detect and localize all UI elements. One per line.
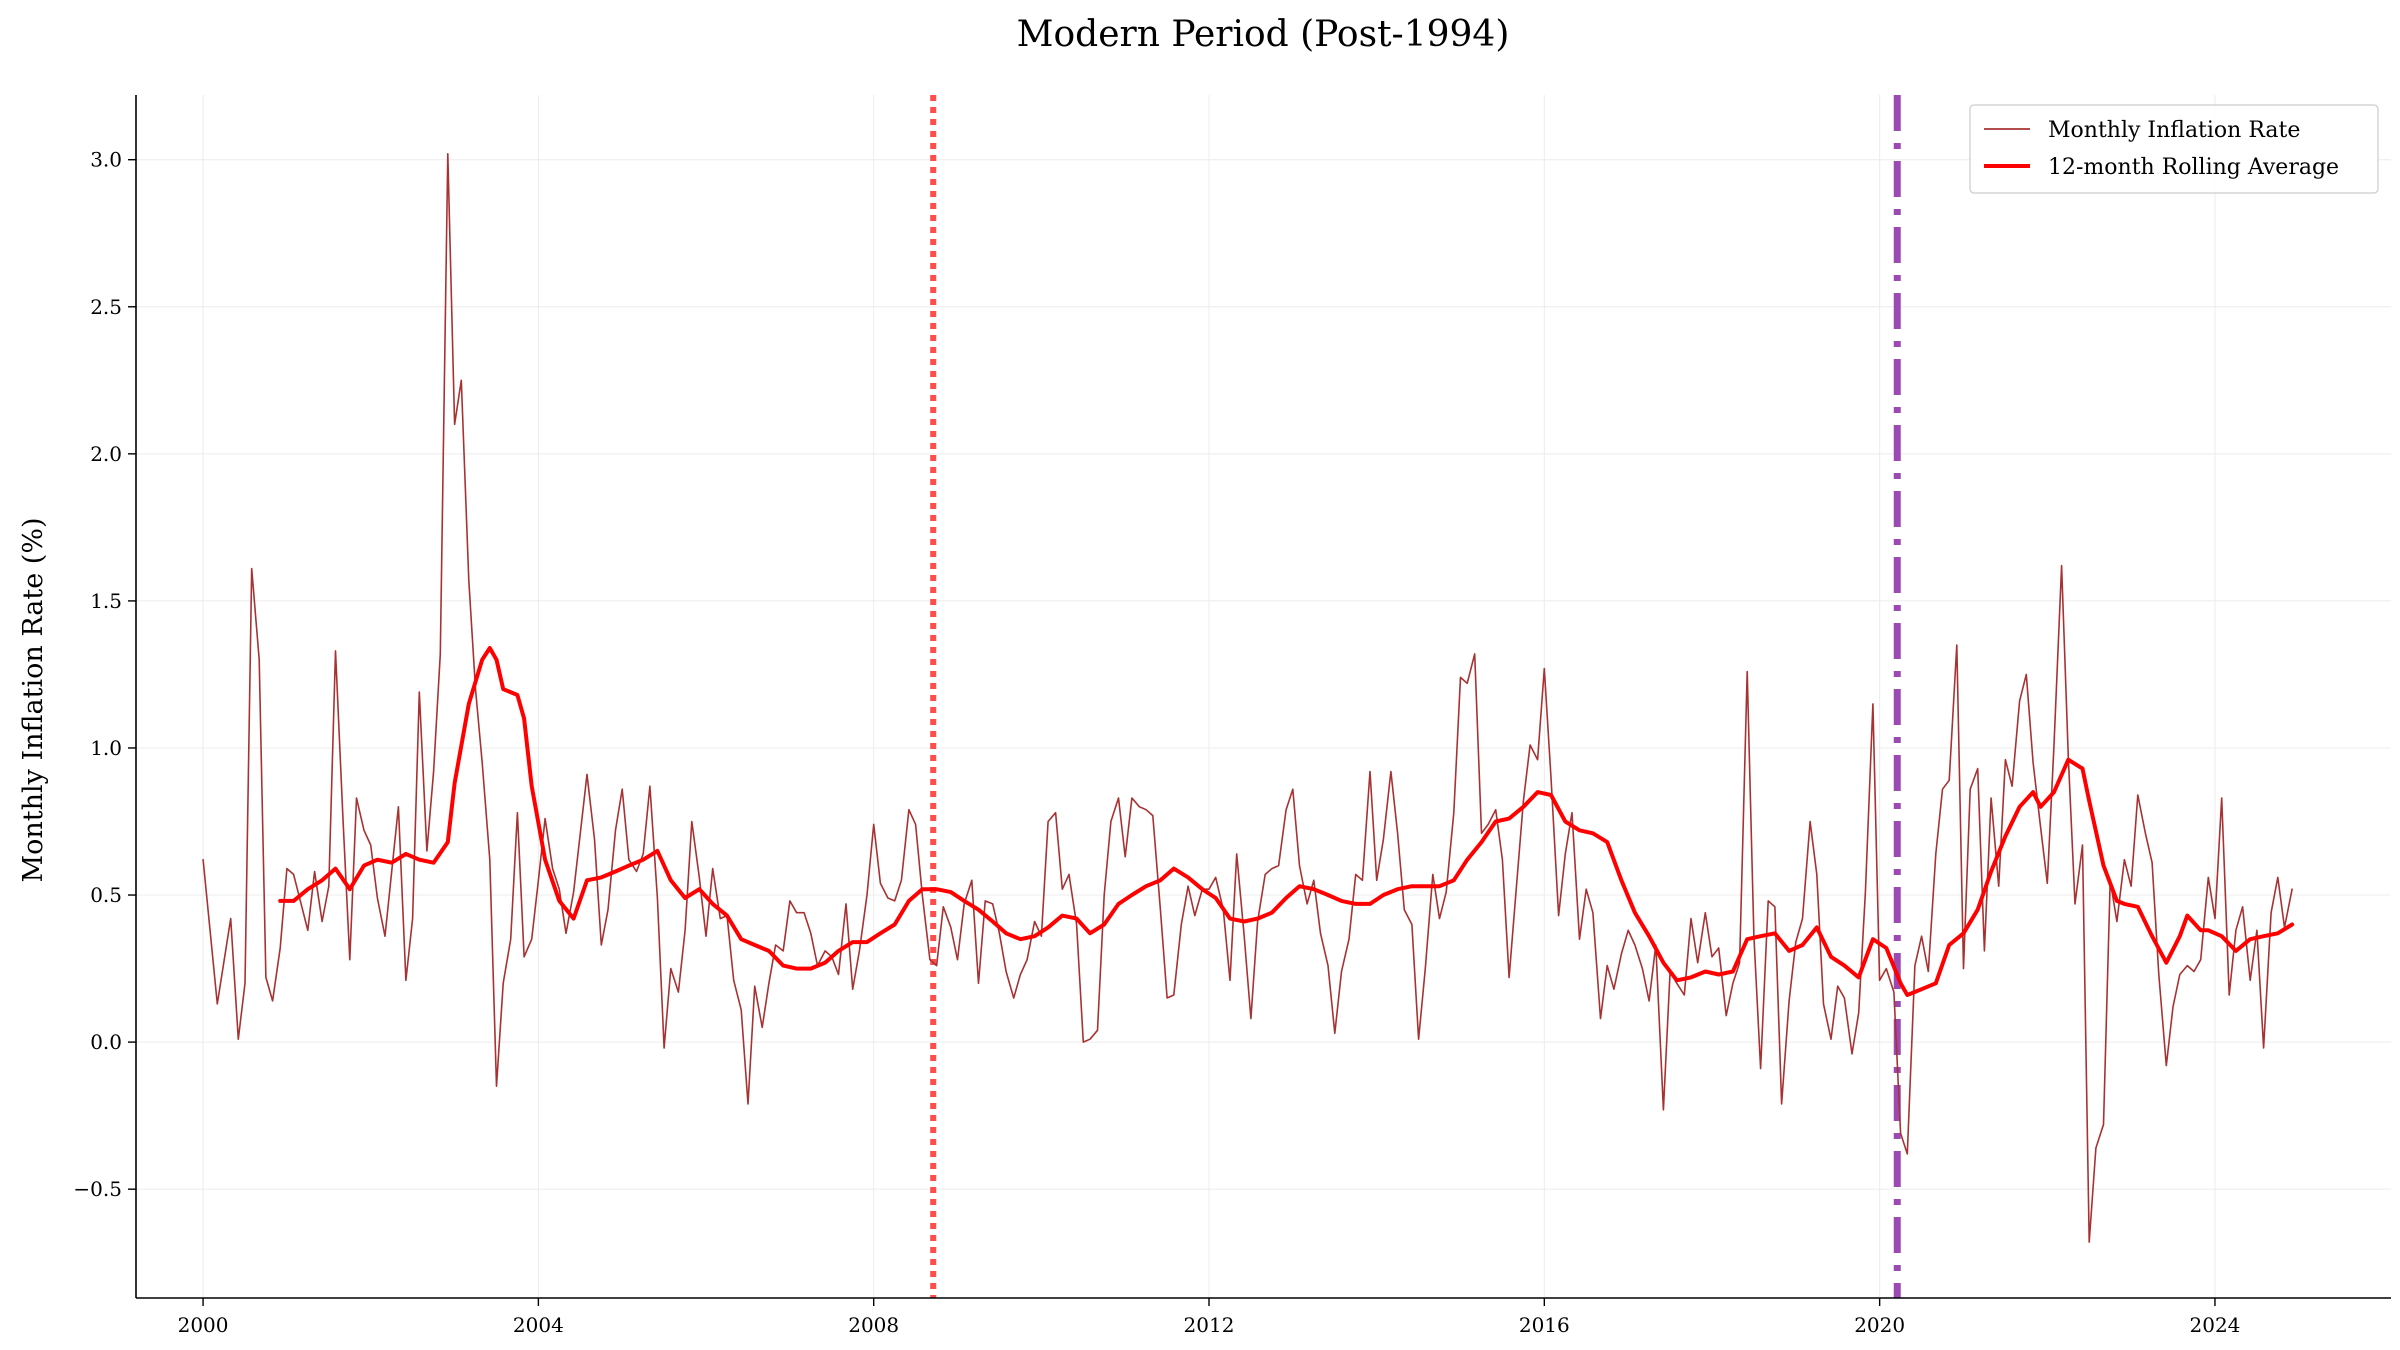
y-tick-label: 2.0 xyxy=(90,442,122,466)
series-line-monthly xyxy=(202,153,2293,1243)
x-tick-label: 2020 xyxy=(1854,1313,1905,1337)
grid xyxy=(136,95,2391,1298)
y-tick-label: 1.5 xyxy=(90,589,122,613)
x-tick-label: 2024 xyxy=(2190,1313,2241,1337)
y-ticks: −0.5 0.0 0.5 1.0 1.5 2.0 2.5 3.0 xyxy=(73,148,136,1201)
legend: Monthly Inflation Rate 12-month Rolling … xyxy=(1969,104,2379,194)
y-axis-label: Monthly Inflation Rate (%) xyxy=(18,517,49,882)
y-tick-label: 0.0 xyxy=(90,1030,122,1054)
series-lines xyxy=(202,153,2295,1243)
x-ticks: 2000 2004 2008 2012 2016 2020 2024 xyxy=(178,1298,2241,1337)
x-tick-label: 2008 xyxy=(848,1313,899,1337)
y-tick-label: 1.0 xyxy=(90,736,122,760)
chart-title: Modern Period (Post-1994) xyxy=(1017,14,1510,55)
x-tick-label: 2000 xyxy=(178,1313,229,1337)
x-tick-label: 2012 xyxy=(1184,1313,1235,1337)
legend-label-rolling: 12-month Rolling Average xyxy=(2048,155,2339,180)
x-tick-label: 2004 xyxy=(513,1313,564,1337)
y-tick-label: −0.5 xyxy=(73,1177,122,1201)
series-line-rolling xyxy=(278,646,2295,997)
y-tick-label: 0.5 xyxy=(90,883,122,907)
legend-label-monthly: Monthly Inflation Rate xyxy=(2048,118,2300,143)
vlines xyxy=(930,95,1901,1298)
y-tick-label: 2.5 xyxy=(90,295,122,319)
x-tick-label: 2016 xyxy=(1519,1313,1570,1337)
legend-box xyxy=(1969,104,2379,194)
axes xyxy=(135,95,2391,1299)
y-tick-label: 3.0 xyxy=(90,148,122,172)
